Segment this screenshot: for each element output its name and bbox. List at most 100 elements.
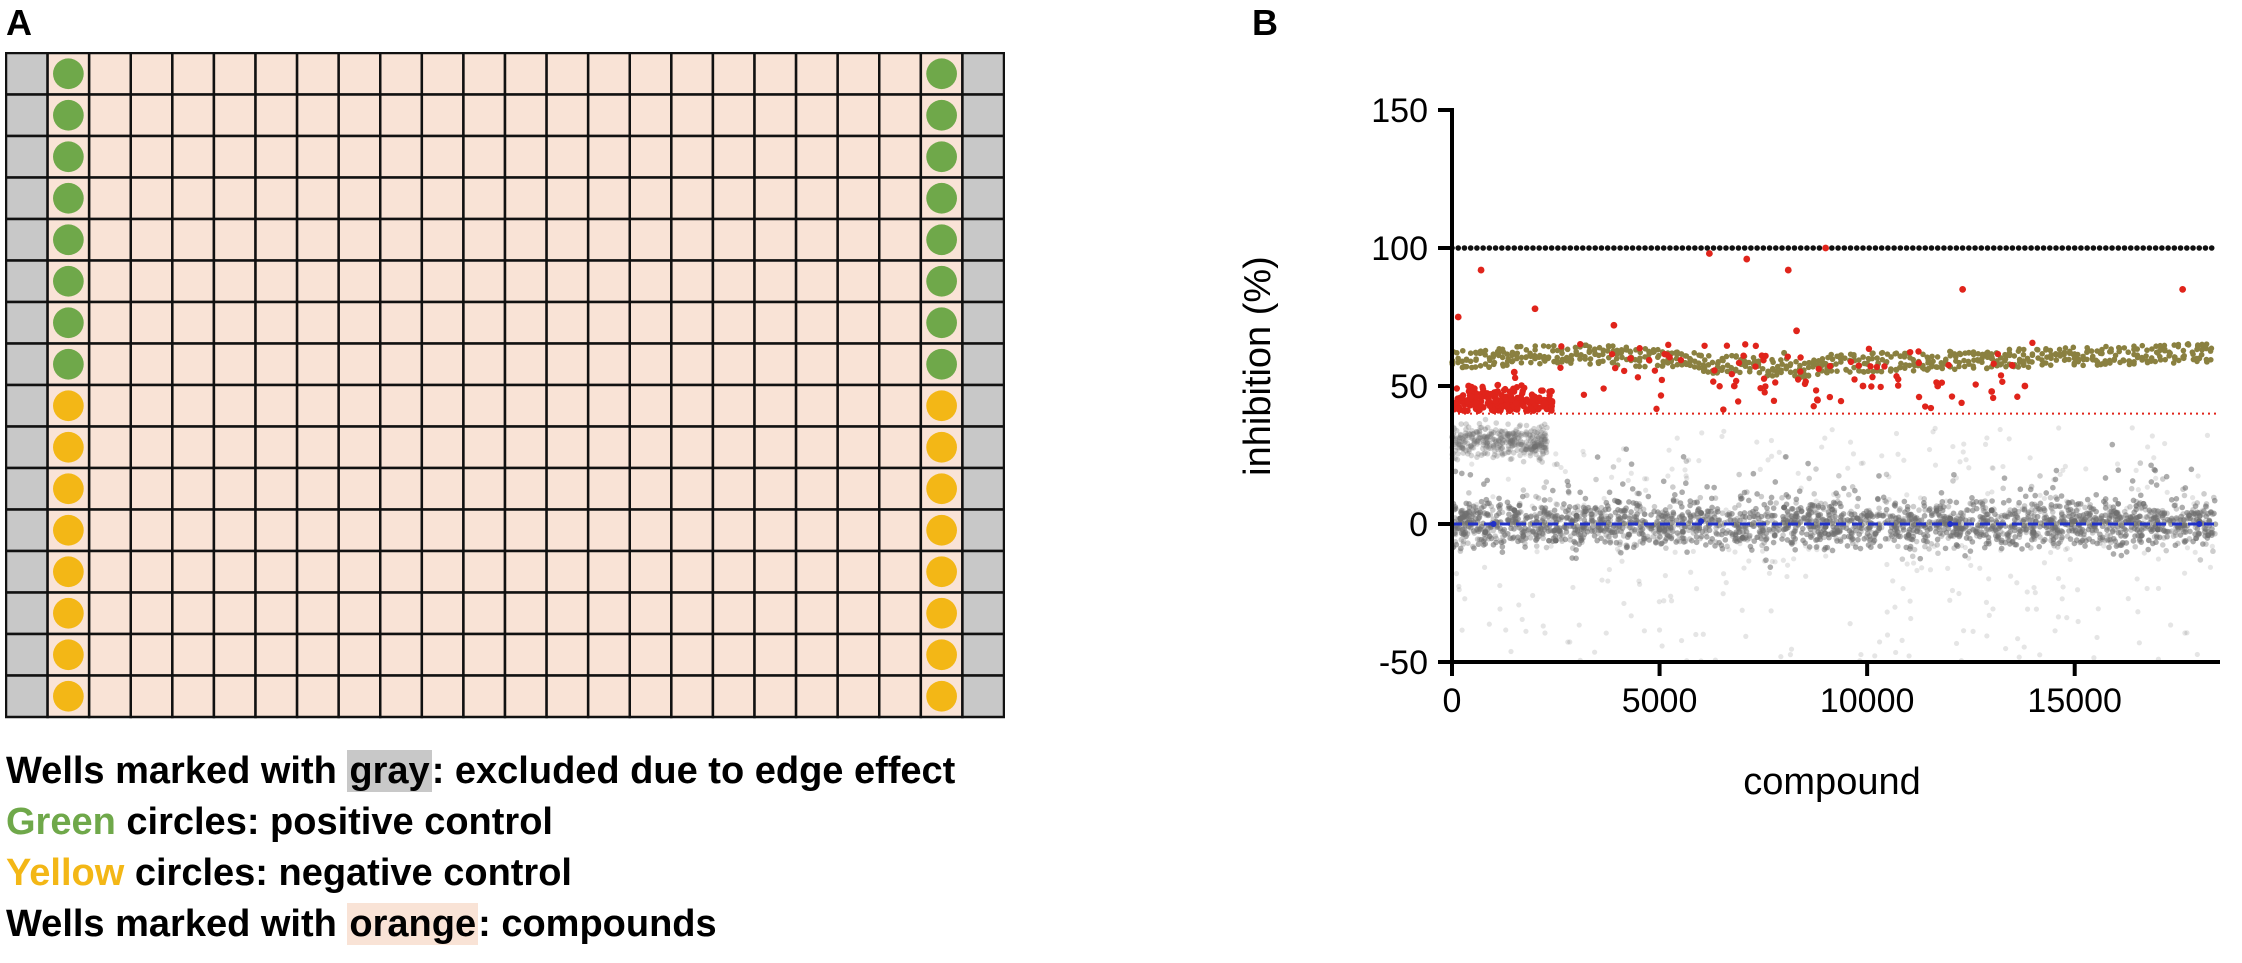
outlier-point (2059, 596, 2065, 602)
plate-well (171, 674, 216, 719)
elevated-point (1475, 451, 1482, 457)
plate-well (337, 549, 382, 594)
outlier-point (1558, 464, 1564, 471)
positive-level-dot (1754, 245, 1760, 251)
compound-point (1564, 514, 1570, 521)
plate-well (503, 632, 548, 677)
plate-well (337, 425, 382, 470)
compound-point (1796, 488, 1803, 494)
compound-point (1477, 509, 1483, 516)
plate-well (711, 176, 756, 221)
outlier-point (1900, 585, 1906, 592)
compound-point (1661, 526, 1668, 533)
plate-well (503, 52, 548, 96)
compound-point (1998, 545, 2005, 552)
plate-well (254, 259, 299, 304)
elevated-point (1474, 454, 1480, 460)
compound-point (1855, 536, 1861, 543)
plate-well (254, 549, 299, 594)
outlier-point (2144, 585, 2150, 592)
outlier-point (2055, 614, 2062, 620)
compound-point (1719, 531, 1725, 538)
elevated-point (1543, 441, 1549, 448)
plate-well (337, 134, 382, 179)
compound-point (1844, 543, 1851, 549)
positive-level-dot (1685, 245, 1692, 251)
compound-point (2108, 539, 2114, 546)
plate-well (295, 674, 340, 719)
compound-point (1876, 510, 1883, 517)
outlier-point (1644, 476, 1650, 482)
elevated-point (1532, 436, 1539, 443)
elevated-point (1536, 441, 1543, 447)
elevated-point (1515, 442, 1521, 449)
plate-well (337, 632, 382, 677)
plate-well (836, 134, 881, 179)
compound-point (1953, 499, 1960, 506)
elevated-point (1484, 434, 1490, 441)
compound-point (2133, 498, 2140, 505)
plate-well (420, 134, 465, 179)
outlier-point (1803, 573, 1809, 579)
plate-well (462, 134, 507, 179)
elevated-point (1533, 451, 1539, 458)
plate-well (87, 342, 132, 387)
outlier-point (2184, 630, 2190, 636)
elevated-point (1527, 450, 1534, 456)
plate-well (462, 383, 507, 428)
elevated-point (1540, 450, 1546, 457)
elevated-point (1480, 442, 1487, 448)
compound-point (2079, 537, 2086, 544)
outlier-point (2181, 570, 2188, 576)
compound-point (1855, 516, 1862, 522)
outlier-point (1468, 505, 1474, 511)
compound-point (1896, 517, 1902, 524)
compound-point (2179, 504, 2186, 511)
plate-well (295, 93, 340, 138)
outlier-point (1737, 541, 1743, 547)
positive-level-dot (1586, 245, 1592, 251)
compound-point (1572, 504, 1579, 511)
plate-well (212, 549, 257, 594)
compound-point (1660, 478, 1667, 485)
elevated-point (1503, 439, 1510, 445)
elevated-point (1544, 424, 1550, 431)
outlier-point (1806, 546, 1812, 552)
plate-well (836, 466, 881, 511)
compound-point (2047, 494, 2054, 501)
compound-point (2128, 485, 2135, 492)
outlier-point (2016, 654, 2022, 660)
compound-point (1848, 508, 1854, 515)
compound-point (1956, 523, 1963, 530)
compound-point (1758, 513, 1765, 520)
compound-point (1744, 489, 1750, 495)
plate-well (836, 342, 881, 387)
compound-point (1922, 543, 1928, 550)
compound-point (1780, 532, 1786, 538)
outlier-point (1919, 565, 1925, 571)
compound-point (2107, 512, 2114, 519)
compound-point (1911, 522, 1918, 528)
positive-level-dot (1486, 245, 1493, 251)
plate-well (337, 466, 382, 511)
compound-point (1779, 495, 1785, 501)
plate-well (379, 466, 424, 511)
compound-point (1633, 542, 1640, 549)
elevated-point (1462, 433, 1469, 439)
plate-well (379, 632, 424, 677)
elevated-point (1477, 424, 1484, 431)
compound-point (1746, 514, 1753, 521)
compound-point (1497, 525, 1503, 532)
elevated-point (1474, 438, 1480, 445)
outlier-point (2041, 560, 2048, 566)
plate-well (628, 591, 673, 636)
plate-well (87, 632, 132, 677)
elevated-point (1529, 434, 1536, 440)
compound-point (1744, 537, 1751, 543)
compound-point (2064, 533, 2071, 540)
outlier-point (2164, 489, 2170, 495)
compound-point (1916, 507, 1922, 513)
compound-point (1901, 516, 1907, 522)
plate-well (836, 217, 881, 262)
compound-point (1926, 523, 1933, 530)
